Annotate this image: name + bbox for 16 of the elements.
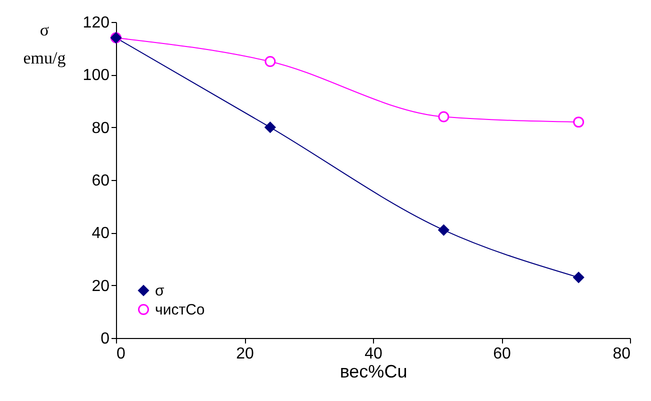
y-tick-label: 80 bbox=[92, 120, 110, 137]
x-tick-label: 40 bbox=[364, 346, 382, 362]
legend-label: чистСо bbox=[155, 302, 205, 318]
legend-label: σ bbox=[155, 282, 165, 300]
x-axis-title: вес%Cu bbox=[340, 362, 408, 382]
x-tick-label: 0 bbox=[116, 346, 126, 362]
y-tick-label: 60 bbox=[92, 172, 110, 190]
y-tick-label: 100 bbox=[82, 67, 110, 84]
x-tick-label: 60 bbox=[493, 346, 511, 362]
y-tick-label: 20 bbox=[92, 278, 110, 295]
y-tick-label: 120 bbox=[82, 14, 110, 32]
y-tick-label: 0 bbox=[100, 330, 110, 348]
x-tick-label: 20 bbox=[236, 346, 254, 362]
y-tick-label: 40 bbox=[92, 225, 110, 242]
y-axis-title: σ emu/g bbox=[23, 20, 66, 68]
x-tick-label: 80 bbox=[612, 346, 631, 362]
